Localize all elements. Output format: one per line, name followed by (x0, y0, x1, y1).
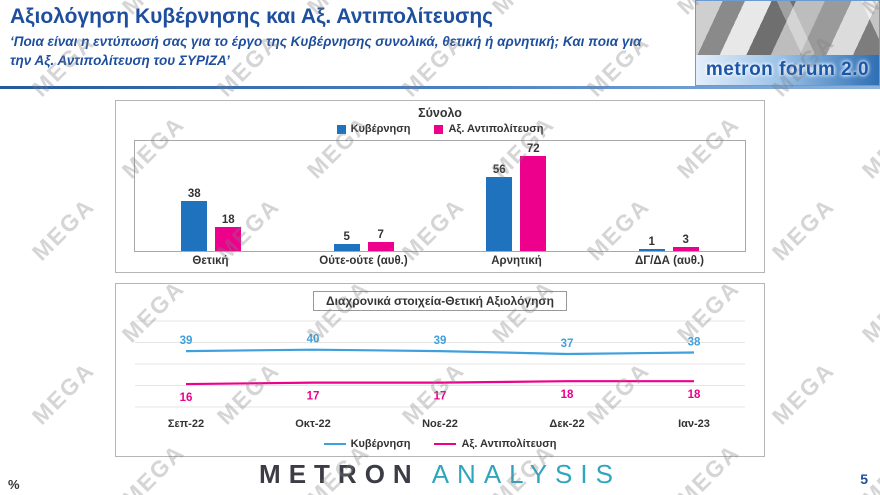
line-series (185, 348, 695, 356)
legend-item: Κυβέρνηση (323, 438, 411, 450)
bar-category-label: Θετική (192, 255, 229, 267)
legend-label: Αξ. Αντιπολίτευση (448, 123, 544, 135)
bar-category-label: ΔΓ/ΔΑ (αυθ.) (635, 255, 704, 267)
line-value-label: 17 (307, 391, 320, 403)
line-value-label: 37 (561, 338, 574, 350)
line-value-label: 18 (561, 389, 574, 401)
bar (486, 176, 513, 251)
header: Αξιολόγηση Κυβέρνησης και Αξ. Αντιπολίτε… (0, 0, 880, 90)
legend-color-swatch (434, 124, 444, 134)
bar (367, 241, 394, 251)
line-value-label: 18 (688, 389, 701, 401)
legend-label: Αξ. Αντιπολίτευση (461, 438, 557, 450)
bar (638, 249, 665, 251)
mega-watermark: MEGA (26, 192, 100, 266)
logo-text: metron forum 2.0 (705, 59, 870, 80)
bar-chart-legend: Κυβέρνηση Αξ. Αντιπολίτευση (116, 123, 764, 135)
line-value-label: 17 (434, 391, 447, 403)
line-value-label: 39 (180, 335, 193, 347)
legend-label: Κυβέρνηση (350, 438, 411, 450)
logo-band: metron forum 2.0 (696, 55, 879, 85)
mega-watermark: MEGA (856, 110, 880, 184)
mega-watermark: MEGA (0, 274, 5, 348)
bar-value-label: 38 (187, 187, 201, 200)
line-chart-panel: Διαχρονικά στοιχεία-Θετική Αξιολόγηση 39… (115, 283, 765, 457)
x-axis-label: Νοε-22 (422, 418, 458, 430)
line-plot-area: 39 40 39 37 38 16 17 17 18 18 Σεπ-22 Οκτ-22 Νοε-22 Δε… (135, 320, 745, 430)
legend-label: Κυβέρνηση (350, 123, 411, 135)
legend-line-swatch (323, 442, 346, 446)
bar (181, 200, 208, 251)
page-number: 5 (860, 471, 868, 487)
line-chart-title: Διαχρονικά στοιχεία-Θετική Αξιολόγηση (313, 291, 567, 311)
line-value-label: 16 (180, 392, 193, 404)
line-series (185, 380, 694, 386)
bar-value-label: 1 (648, 236, 655, 248)
percent-label: % (8, 477, 20, 492)
footer: % METRON ANALYSIS 5 (0, 457, 880, 495)
bar (215, 227, 242, 251)
legend-item: Αξ. Αντιπολίτευση (434, 123, 543, 135)
legend-color-swatch (336, 124, 346, 134)
x-axis-label: Οκτ-22 (295, 418, 331, 430)
bar-value-label: 5 (343, 231, 350, 244)
line-chart-legend: Κυβέρνηση Αξ. Αντιπολίτευση (116, 438, 764, 450)
bar-value-label: 72 (526, 142, 540, 155)
bar-value-label: 56 (492, 163, 506, 176)
mega-watermark: MEGA (766, 192, 840, 266)
bar-category-label: Ούτε-ούτε (αυθ.) (319, 255, 408, 267)
line-value-label: 38 (688, 337, 701, 349)
bar-plot-area: 38 18 5 7 56 72 1 3 (134, 140, 746, 252)
mega-watermark: MEGA (0, 110, 5, 184)
legend-item: Αξ. Αντιπολίτευση (434, 438, 556, 450)
x-axis-label: Ιαν-23 (678, 418, 710, 430)
bar-value-label: 18 (221, 214, 235, 227)
bar (672, 247, 699, 251)
legend-line-swatch (434, 442, 457, 446)
brand-metron: METRON (259, 459, 420, 489)
legend-item: Κυβέρνηση (336, 123, 411, 135)
bar (333, 244, 360, 251)
mega-watermark: MEGA (856, 274, 880, 348)
bar-category-axis: Θετική Ούτε-ούτε (αυθ.) Αρνητική ΔΓ/ΔΑ (αυθ… (134, 255, 746, 267)
x-axis-label: Σεπ-22 (168, 418, 204, 430)
line-value-label: 39 (434, 335, 447, 347)
metron-analysis-logo: METRON ANALYSIS (0, 459, 880, 490)
bar (520, 155, 547, 251)
x-axis-label: Δεκ-22 (549, 418, 584, 430)
bar-chart-panel: Σύνολο Κυβέρνηση Αξ. Αντιπολίτευση 38 18 5 7… (115, 100, 765, 273)
mega-watermark: MEGA (766, 356, 840, 430)
bar-chart-title: Σύνολο (418, 106, 462, 120)
bar-group: 56 72 (440, 141, 593, 251)
header-divider (0, 86, 880, 89)
bar-value-label: 7 (377, 228, 384, 241)
page-subtitle: ‘Ποια είναι η εντύπωσή σας για το έργο τ… (10, 34, 642, 68)
metron-forum-logo: metron forum 2.0 (695, 0, 880, 86)
mega-watermark: MEGA (26, 356, 100, 430)
line-value-label: 40 (307, 334, 320, 346)
bar-category-label: Αρνητική (491, 255, 542, 267)
bar-group: 38 18 (135, 141, 288, 251)
bar-value-label: 3 (682, 234, 689, 247)
page-title: Αξιολόγηση Κυβέρνησης και Αξ. Αντιπολίτε… (10, 5, 494, 28)
brand-analysis: ANALYSIS (431, 459, 621, 489)
